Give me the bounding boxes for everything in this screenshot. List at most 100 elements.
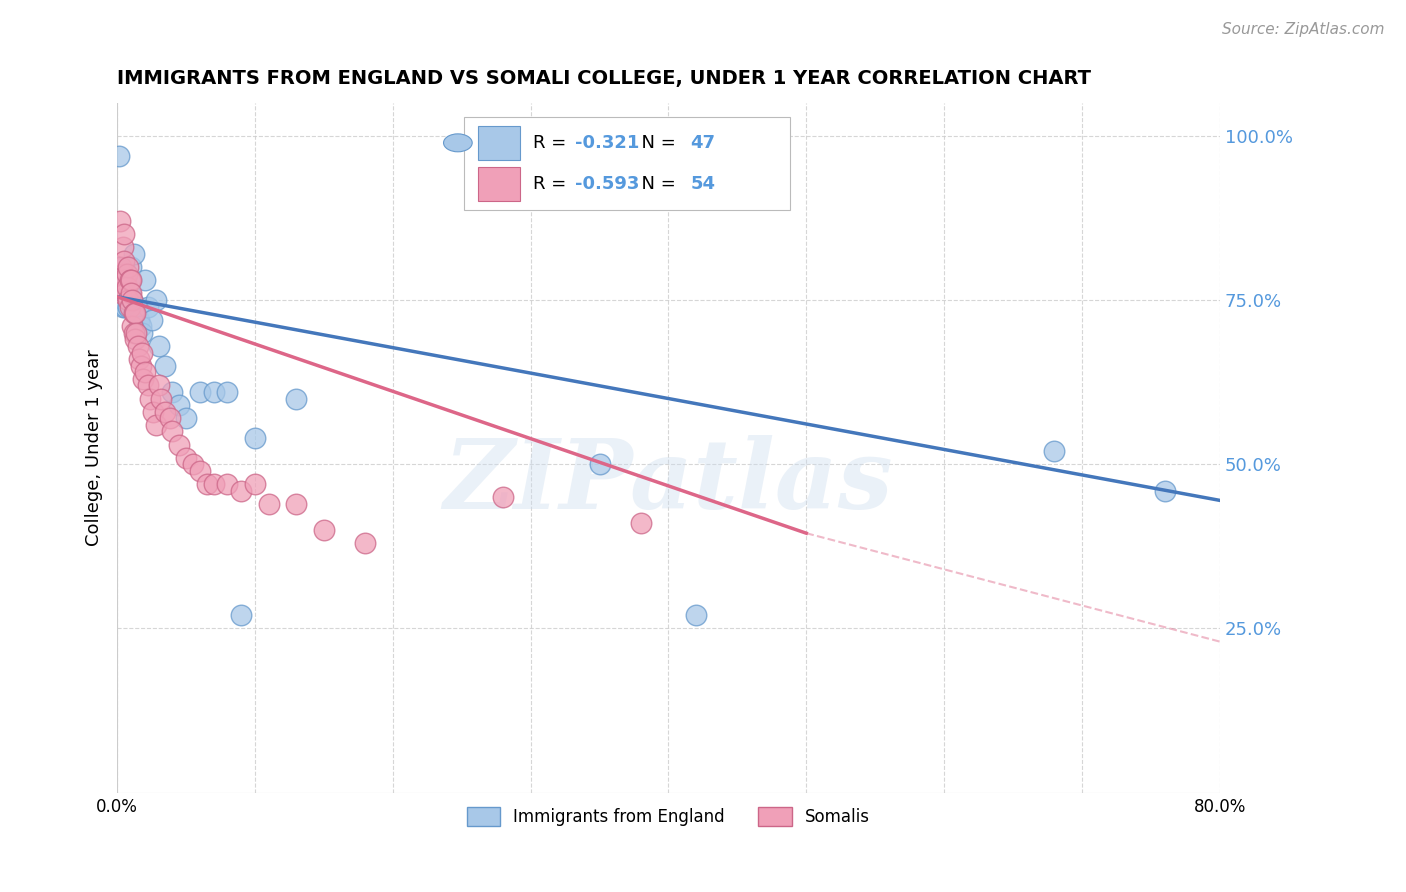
Point (129, 319, 152, 334)
Point (120, 273, 142, 287)
Text: 54: 54 (690, 175, 716, 193)
Point (127, 339, 149, 353)
Text: R =: R = (533, 134, 572, 152)
Point (120, 273, 142, 287)
Point (181, 457, 204, 471)
Point (112, 293, 135, 307)
FancyBboxPatch shape (478, 167, 520, 201)
Point (112, 253, 135, 268)
Text: R =: R = (533, 175, 572, 193)
Point (492, 490, 515, 504)
Point (117, 293, 139, 307)
Point (118, 273, 141, 287)
Point (111, 267, 134, 281)
Point (131, 345, 153, 359)
Point (112, 260, 135, 275)
Point (195, 477, 218, 491)
Point (118, 300, 141, 314)
Point (124, 306, 146, 320)
Point (128, 352, 150, 367)
Point (110, 293, 132, 307)
Point (112, 227, 135, 242)
Point (142, 405, 165, 419)
Point (114, 300, 136, 314)
Point (125, 326, 148, 340)
Point (115, 267, 138, 281)
Point (122, 247, 145, 261)
Point (112, 280, 135, 294)
Text: N =: N = (630, 134, 682, 152)
Point (167, 398, 190, 412)
Point (134, 273, 156, 287)
Point (122, 326, 145, 340)
Point (111, 240, 134, 254)
Point (132, 372, 155, 386)
Point (124, 306, 146, 320)
Point (150, 392, 173, 406)
Point (588, 457, 610, 471)
Point (108, 273, 131, 287)
Point (125, 326, 148, 340)
Point (129, 359, 152, 373)
Point (136, 300, 159, 314)
Text: IMMIGRANTS FROM ENGLAND VS SOMALI COLLEGE, UNDER 1 YEAR CORRELATION CHART: IMMIGRANTS FROM ENGLAND VS SOMALI COLLEG… (117, 69, 1091, 87)
Point (685, 608, 707, 623)
Point (202, 384, 225, 399)
Point (231, 483, 253, 498)
Point (114, 286, 136, 301)
Point (120, 260, 142, 275)
Text: ZIPatlas: ZIPatlas (444, 435, 893, 529)
Point (131, 326, 153, 340)
Point (114, 273, 136, 287)
Y-axis label: College, Under 1 year: College, Under 1 year (86, 350, 103, 546)
Text: N =: N = (630, 175, 682, 193)
Point (217, 477, 239, 491)
Point (630, 516, 652, 531)
Point (139, 392, 162, 406)
Text: 47: 47 (690, 134, 716, 152)
Point (124, 333, 146, 347)
Text: Source: ZipAtlas.com: Source: ZipAtlas.com (1222, 22, 1385, 37)
Point (111, 300, 134, 314)
Point (141, 312, 163, 326)
Point (167, 437, 190, 451)
Point (108, 260, 131, 275)
Point (257, 497, 280, 511)
Point (202, 477, 225, 491)
Point (115, 267, 138, 281)
Point (285, 392, 308, 406)
Point (114, 273, 136, 287)
Point (117, 280, 139, 294)
Point (148, 339, 170, 353)
Point (231, 608, 253, 623)
Point (110, 286, 132, 301)
Point (148, 378, 170, 392)
Point (121, 319, 143, 334)
Point (145, 293, 167, 307)
Point (115, 286, 138, 301)
Point (117, 300, 139, 314)
Point (243, 477, 266, 491)
Point (243, 431, 266, 445)
Point (174, 450, 197, 465)
Legend: Immigrants from England, Somalis: Immigrants from England, Somalis (460, 800, 877, 832)
Point (136, 378, 159, 392)
Point (121, 293, 143, 307)
Point (128, 312, 150, 326)
Point (188, 384, 211, 399)
Circle shape (443, 134, 472, 152)
Point (108, 214, 131, 228)
Point (120, 286, 142, 301)
Point (174, 411, 197, 425)
Point (155, 359, 177, 373)
Point (134, 365, 156, 379)
Point (155, 405, 177, 419)
Point (122, 306, 145, 320)
Point (162, 384, 184, 399)
Point (117, 260, 139, 275)
Point (159, 411, 181, 425)
Text: -0.321: -0.321 (575, 134, 640, 152)
Point (111, 280, 134, 294)
Point (115, 280, 138, 294)
Point (188, 464, 211, 478)
